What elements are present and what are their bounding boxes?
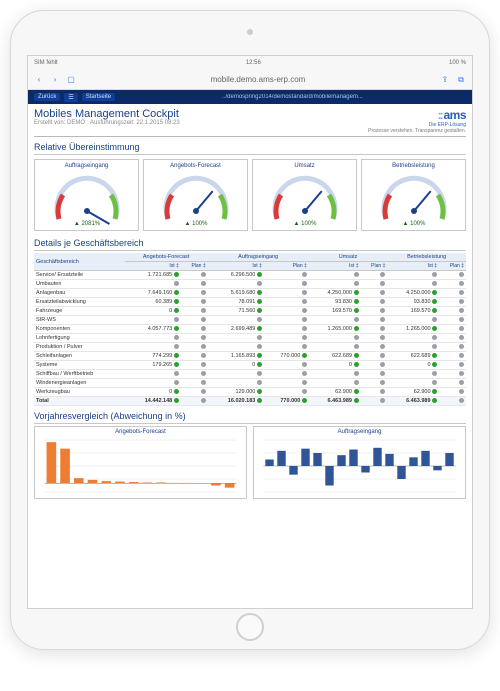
battery-label: 100 % <box>449 60 466 66</box>
chart1-svg <box>37 436 244 496</box>
brand-sub2: Prozesse verstehen. Transparenz gestalte… <box>368 128 466 134</box>
gauge-3: Betriebsleistung ▲ 100% <box>361 159 466 231</box>
table-row: Service/ Ersatzteile1.721.685 6.296.500 <box>34 271 466 280</box>
details-table: GeschäftsbereichAngebots-ForecastAuftrag… <box>34 253 466 406</box>
bookmarks-icon[interactable]: ▢ <box>66 75 76 84</box>
camera-dot <box>247 29 253 35</box>
app-breadcrumb-bar: Zurück ☰ Startseite ../demospring2014/de… <box>28 90 472 104</box>
chart1-title: Angebots-Forecast <box>37 429 244 435</box>
created-by: Erstellt von: DEMO <box>34 120 85 126</box>
home-button[interactable] <box>236 613 264 641</box>
chart2-title: Auftragseingang <box>256 429 463 435</box>
tabs-icon[interactable]: ⧉ <box>456 75 466 85</box>
page-header: Mobiles Management Cockpit Erstellt von:… <box>34 108 466 137</box>
carrier-label: SIM fehlt <box>34 60 58 66</box>
back-icon[interactable]: ‹ <box>34 75 44 84</box>
crumb-back[interactable]: Zurück <box>34 93 60 101</box>
table-row: Umbauten <box>34 280 466 289</box>
status-time: 12:56 <box>246 60 261 66</box>
svg-text:▲ 100%: ▲ 100% <box>184 221 208 227</box>
chart-forecast: Angebots-Forecast <box>34 426 247 499</box>
table-row: Produktion / Pulver <box>34 343 466 352</box>
url-bar[interactable]: mobile.demo.ams-erp.com <box>82 75 434 84</box>
section-gauges-title: Relative Übereinstimmung <box>34 140 466 155</box>
table-row: Werkzeugbau0 129.000 62.900 62.900 <box>34 388 466 397</box>
screen: SIM fehlt 12:56 100 % ‹ › ▢ mobile.demo.… <box>27 55 473 609</box>
gauge-title: Umsatz <box>255 163 354 169</box>
crumb-path: ../demospring2014/demostandard/mobileman… <box>119 94 466 100</box>
gauge-title: Auftragseingang <box>37 163 136 169</box>
svg-text:▲ 100%: ▲ 100% <box>402 221 426 227</box>
table-total-row: Total14.442.148 16.020.183 770.000 6.463… <box>34 397 466 406</box>
table-row: Windenergieanlagen <box>34 379 466 388</box>
gauge-title: Angebots-Forecast <box>146 163 245 169</box>
table-row: Komponenten4.057.773 2.699.489 1.265.000… <box>34 325 466 334</box>
chart-orders: Auftragseingang <box>253 426 466 499</box>
table-row: Lohnfertigung <box>34 334 466 343</box>
svg-text:▲ 2081%: ▲ 2081% <box>73 221 100 227</box>
page-title: Mobiles Management Cockpit <box>34 108 180 120</box>
crumb-menu-icon[interactable]: ☰ <box>64 93 77 102</box>
table-row: Schleifanlagen774.299 1.165.893 770.000 … <box>34 352 466 361</box>
page-content: Mobiles Management Cockpit Erstellt von:… <box>28 104 472 608</box>
table-row: SIR-WS <box>34 316 466 325</box>
svg-text:▲ 100%: ▲ 100% <box>293 221 317 227</box>
chart2-svg <box>256 436 463 496</box>
gauge-title: Betriebsleistung <box>364 163 463 169</box>
tablet-frame: SIM fehlt 12:56 100 % ‹ › ▢ mobile.demo.… <box>10 10 490 650</box>
forward-icon[interactable]: › <box>50 75 60 84</box>
table-row: Systeme179.265 0 0 0 <box>34 361 466 370</box>
browser-toolbar: ‹ › ▢ mobile.demo.ams-erp.com ⇪ ⧉ <box>28 70 472 90</box>
section-details-title: Details je Geschäftsbereich <box>34 236 466 251</box>
ios-statusbar: SIM fehlt 12:56 100 % <box>28 56 472 70</box>
table-row: Schiffbau / Werftbetrieb <box>34 370 466 379</box>
charts-row: Angebots-Forecast Auftragseingang <box>34 426 466 499</box>
run-time: Ausführungszeit: 22.1.2015 08:23 <box>90 120 180 126</box>
table-row: Anlagenbau7.649.160 5.619.680 4.250.000 … <box>34 289 466 298</box>
gauges-row: Auftragseingang ▲ 2081% Angebots-Forecas… <box>34 157 466 233</box>
gauge-2: Umsatz ▲ 100% <box>252 159 357 231</box>
brand-logo: ::ams Die ERP-Lösung Prozesse verstehen.… <box>368 108 466 134</box>
brand-name: ams <box>443 108 466 122</box>
section-charts-title: Vorjahresvergleich (Abweichung in %) <box>34 409 466 424</box>
crumb-home[interactable]: Startseite <box>82 93 115 101</box>
table-row: Fahrzeuge0 71.560 169.570 169.570 <box>34 307 466 316</box>
share-icon[interactable]: ⇪ <box>440 75 450 84</box>
gauge-1: Angebots-Forecast ▲ 100% <box>143 159 248 231</box>
gauge-0: Auftragseingang ▲ 2081% <box>34 159 139 231</box>
table-row: Ersatzteilabwicklung60.389 78.091 93.830… <box>34 298 466 307</box>
